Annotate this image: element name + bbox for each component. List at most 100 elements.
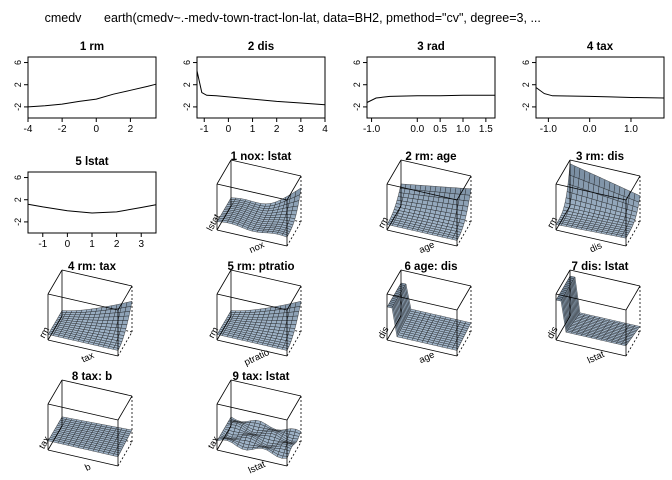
y-axis-label: rm <box>37 325 52 340</box>
x-tick-label: -1.0 <box>363 124 381 135</box>
y-tick-label: 2 <box>13 82 23 87</box>
x-tick-label: 0 <box>65 239 71 250</box>
data-line <box>366 94 495 103</box>
surface-facet <box>291 315 299 321</box>
box-edge <box>286 285 302 311</box>
box-edge <box>555 293 627 311</box>
data-line <box>27 203 157 214</box>
box-edge <box>625 175 641 201</box>
x-tick-label: 2 <box>114 239 120 250</box>
box-edge <box>555 315 571 341</box>
y-tick-label: 6 <box>13 60 23 65</box>
box-edge <box>286 221 302 247</box>
header: cmedv earth(cmedv~.-medv-town-tract-lon-l… <box>45 11 541 25</box>
surface-facet <box>462 200 470 207</box>
box-edge <box>386 183 458 201</box>
x-tick-label: -1.0 <box>540 124 558 135</box>
data-line <box>196 70 326 106</box>
surface-facet <box>112 453 120 457</box>
plot-frame <box>27 171 157 234</box>
box-edge <box>286 395 302 421</box>
box-edge <box>216 379 232 405</box>
surface-panel: 9 tax: lstat lstat tax <box>206 371 302 476</box>
panel-title: 4 tax <box>587 41 614 53</box>
panel-title: 6 age: dis <box>404 261 457 273</box>
y-tick-label: -2 <box>352 103 362 111</box>
y-tick-label: 2 <box>352 82 362 87</box>
box-edge <box>216 159 232 185</box>
box-edge <box>386 269 402 295</box>
box-edge <box>47 339 119 357</box>
box-edge <box>216 229 288 247</box>
line-panel: 3 rad -1.0 0.0 0.5 1.0 1.5 -2 2 6 <box>352 41 496 135</box>
panel-title: 7 dis: lstat <box>572 261 629 273</box>
y-tick-label: 6 <box>352 60 362 65</box>
y-axis-label: tax <box>37 434 53 451</box>
box-edge <box>386 229 458 247</box>
box-edge <box>456 285 472 311</box>
panel-title: 5 lstat <box>75 156 108 168</box>
surface-facet <box>281 347 289 351</box>
x-tick-label: 0.0 <box>410 124 424 135</box>
panel-title: 8 tax: b <box>72 371 112 383</box>
surface-facet <box>120 324 128 329</box>
x-axis-label: age <box>417 239 436 256</box>
box-edge <box>117 331 133 357</box>
x-axis-label: b <box>83 462 92 474</box>
box-edge <box>117 395 133 421</box>
panel-title: 2 rm: age <box>405 151 456 163</box>
x-tick-label: 0 <box>226 124 232 135</box>
panel-title: 2 dis <box>248 41 274 53</box>
surface-facet <box>293 306 301 313</box>
box-edge <box>47 315 63 341</box>
box-edge <box>117 285 133 311</box>
box-edge <box>386 159 402 185</box>
y-axis-label: dis <box>376 325 392 341</box>
surface-facet <box>281 233 289 238</box>
y-tick-label: 6 <box>13 175 23 180</box>
surface-panel: 8 tax: b b tax <box>37 371 133 474</box>
x-axis-label: dis <box>588 240 604 255</box>
panel-title: 4 rm: tax <box>68 261 117 273</box>
y-tick-label: -2 <box>13 103 23 111</box>
surface-facet <box>124 306 132 313</box>
surface-facet <box>282 452 290 457</box>
box-edge <box>569 269 641 287</box>
surface-facet <box>451 347 459 351</box>
x-tick-label: 0.0 <box>583 124 597 135</box>
x-tick-label: -4 <box>24 124 33 135</box>
surface-facet <box>112 347 120 351</box>
box-edge <box>386 293 458 311</box>
data-line <box>535 87 665 99</box>
box-edge <box>47 379 63 405</box>
box-edge <box>216 269 232 295</box>
line-panel: 1 rm -4 -2 0 2 -2 2 6 <box>13 41 157 135</box>
x-tick-label: -1 <box>38 239 47 250</box>
x-tick-label: 0.5 <box>433 124 447 135</box>
box-edge <box>216 403 288 421</box>
y-axis-label: rm <box>376 215 391 230</box>
x-axis-label: ptratio <box>243 347 272 368</box>
box-edge <box>216 183 288 201</box>
box-edge <box>216 449 288 467</box>
x-axis-label: lstat <box>247 459 268 476</box>
box-edge <box>555 205 571 231</box>
box-edge <box>216 293 288 311</box>
box-edge <box>400 159 472 177</box>
box-edge <box>47 425 63 451</box>
box-edge <box>47 403 119 421</box>
panel-title: 1 rm <box>80 41 104 53</box>
plot-frame <box>27 56 157 119</box>
box-edge <box>61 379 133 397</box>
x-tick-label: 2 <box>128 124 134 135</box>
line-panel: 4 tax -1.0 0.0 1.0 -2 2 6 <box>521 41 665 135</box>
surface-facet <box>289 324 297 329</box>
y-axis-label: rm <box>206 325 221 340</box>
surface-facet <box>122 315 130 321</box>
box-edge <box>230 379 302 397</box>
x-tick-label: -1 <box>200 124 209 135</box>
surface-facet <box>451 237 459 241</box>
surface-panel: 1 nox: lstat nox lstat <box>205 151 302 256</box>
box-edge <box>47 293 119 311</box>
